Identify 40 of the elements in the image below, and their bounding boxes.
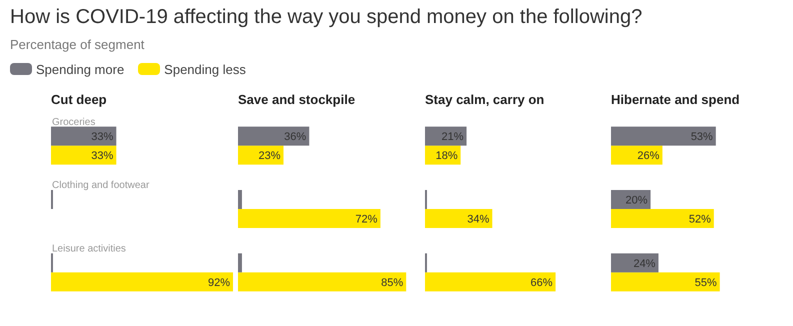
bar [238, 209, 380, 228]
data-label: 53% [690, 131, 714, 144]
data-label: 26% [637, 150, 660, 162]
bar [611, 253, 658, 272]
data-label: 36% [284, 131, 306, 144]
text: How is COVID-19 affecting the way you spend money on the following? [10, 6, 642, 29]
bar [425, 272, 556, 292]
legend-label: Spending more [35, 62, 124, 77]
bar [611, 126, 716, 146]
bar [611, 209, 714, 228]
bar [425, 209, 492, 228]
chart-title: Stay calm, carry on [425, 92, 546, 109]
bar [238, 126, 310, 146]
data-label: 52% [688, 214, 712, 226]
y-tick-label: Clothing and footwear [52, 180, 150, 192]
bar [238, 253, 242, 272]
data-label: 21% [442, 131, 464, 144]
data-label: 72% [355, 214, 378, 226]
text: Percentage of segment [10, 37, 146, 52]
data-label: 92% [208, 276, 230, 289]
y-tick-label: Groceries [52, 116, 96, 128]
data-label: 23% [258, 150, 281, 162]
data-label: 85% [381, 276, 404, 289]
data-label: 66% [530, 276, 553, 289]
bar [611, 272, 720, 292]
bar [238, 190, 242, 209]
data-label: 55% [694, 276, 718, 289]
data-label: 33% [91, 131, 114, 144]
bar [238, 272, 406, 292]
data-label: 20% [626, 194, 648, 207]
data-label: 34% [467, 214, 490, 226]
legend-label: Spending less [163, 62, 246, 77]
data-label: 33% [91, 150, 114, 162]
chart-title: Hibernate and spend [611, 92, 741, 109]
bar [611, 146, 662, 165]
chart-title: Save and stockpile [238, 92, 356, 109]
y-tick-label: Leisure activities [52, 243, 126, 254]
data-label: 24% [633, 258, 656, 270]
chart-title: Cut deep [51, 92, 108, 109]
data-label: 18% [436, 150, 458, 162]
